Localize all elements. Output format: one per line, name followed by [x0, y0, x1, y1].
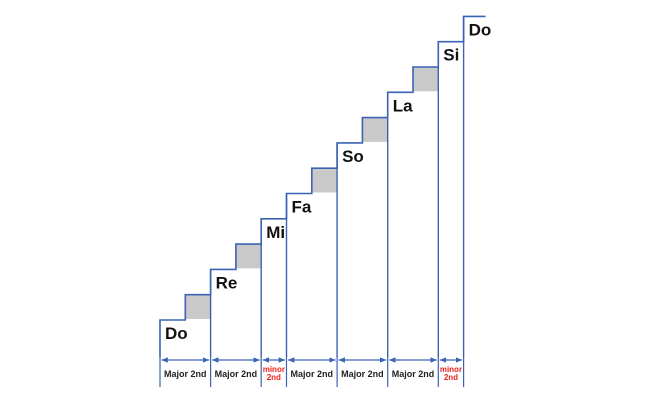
interval-label-line: Major 2nd [341, 369, 384, 379]
half-step-block [362, 117, 388, 142]
half-step-block [413, 67, 439, 92]
half-step-block [185, 294, 211, 319]
note-label: So [342, 147, 364, 166]
interval-label: Major 2nd [341, 369, 384, 379]
interval-label: Major 2nd [215, 369, 258, 379]
interval-label-line: 2nd [444, 373, 458, 382]
interval-label-line: minor [440, 365, 462, 374]
note-label: La [393, 96, 413, 115]
note-label: Mi [266, 223, 285, 242]
interval-label: Major 2nd [291, 369, 334, 379]
interval-label-line: Major 2nd [392, 369, 435, 379]
interval-label-line: 2nd [267, 373, 281, 382]
note-label: Si [443, 46, 459, 65]
note-label: Do [165, 324, 188, 343]
half-step-blocks [185, 67, 439, 319]
half-step-block [235, 244, 262, 269]
interval-label-line: Major 2nd [291, 369, 334, 379]
interval-label: minor 2nd [440, 365, 462, 382]
note-label: Re [216, 273, 238, 292]
note-label: Fa [292, 198, 312, 217]
note-labels: Do Re Mi Fa So La Si Do [165, 20, 491, 343]
interval-label: Major 2nd [392, 369, 435, 379]
interval-labels: Major 2nd Major 2nd minor 2nd Major 2nd Major… [164, 365, 462, 382]
interval-label: minor 2nd [263, 365, 285, 382]
interval-label-line: Major 2nd [215, 369, 258, 379]
half-step-block [311, 168, 338, 193]
interval-label-line: Major 2nd [164, 369, 207, 379]
note-drop-lines [209, 16, 465, 357]
interval-label-line: minor [263, 365, 285, 374]
interval-label: Major 2nd [164, 369, 207, 379]
interval-measure-bar [159, 356, 465, 387]
note-label: Do [469, 20, 492, 39]
